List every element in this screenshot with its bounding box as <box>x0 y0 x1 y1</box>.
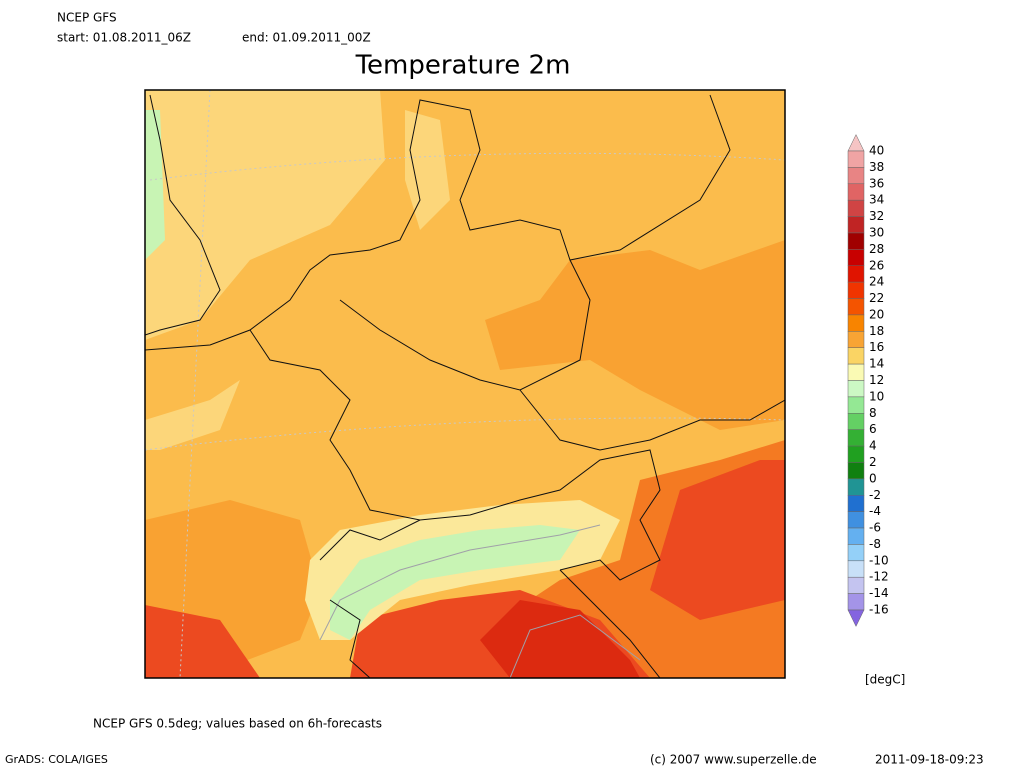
legend-tick-label: -16 <box>869 603 889 617</box>
legend-swatch <box>847 363 865 381</box>
field-cool-nw <box>145 90 385 340</box>
isotherm <box>509 614 641 678</box>
graticule <box>179 90 211 678</box>
legend-swatch <box>847 167 865 185</box>
legend-swatch <box>847 527 865 545</box>
legend-tick-label: 12 <box>869 373 884 387</box>
legend-unit: [degC] <box>865 673 905 687</box>
legend-tick-label: 38 <box>869 160 884 174</box>
legend-swatch <box>847 396 865 414</box>
timestamp: 2011-09-18-09:23 <box>875 753 984 767</box>
legend-arrow-top <box>847 134 865 152</box>
legend-tick-label: 14 <box>869 357 884 371</box>
legend-swatch <box>847 495 865 512</box>
field-hotter-e <box>650 460 785 620</box>
legend-tick-label: -14 <box>869 586 889 600</box>
legend-tick-label: -8 <box>869 537 881 551</box>
legend-swatch <box>847 429 865 447</box>
border-line <box>519 389 785 451</box>
legend-swatch <box>847 560 865 578</box>
temperature-field <box>145 90 785 678</box>
legend-tick-label: 24 <box>869 275 884 289</box>
legend-swatch <box>847 380 865 398</box>
start-label: start: 01.08.2011_06Z <box>57 31 191 45</box>
end-label: end: 01.09.2011_00Z <box>242 31 371 45</box>
legend-tick-label: 0 <box>869 471 877 485</box>
legend-swatch <box>847 281 865 299</box>
model-label: NCEP GFS <box>57 11 117 25</box>
legend-swatch <box>847 216 865 234</box>
legend-swatch <box>847 150 865 168</box>
legend-swatch <box>847 544 865 562</box>
legend-tick-label: 8 <box>869 406 877 420</box>
footer-note: NCEP GFS 0.5deg; values based on 6h-fore… <box>93 717 382 731</box>
legend-swatch <box>847 249 865 267</box>
legend-swatch <box>847 298 865 316</box>
legend-tick-label: -4 <box>869 504 881 518</box>
legend-tick-label: -6 <box>869 521 881 535</box>
legend-tick-label: 30 <box>869 225 884 239</box>
legend-tick-label: 6 <box>869 422 877 436</box>
legend-swatch <box>847 511 865 529</box>
legend-tick-label: 10 <box>869 389 884 403</box>
legend-tick-label: 22 <box>869 291 884 305</box>
legend-swatch <box>847 347 865 365</box>
coastline-north <box>145 94 731 351</box>
border-line <box>249 329 661 581</box>
field-cool-w <box>145 380 240 450</box>
field-hottest-s <box>480 600 640 678</box>
coastline-uk <box>145 94 221 336</box>
legend-tick-label: 4 <box>869 439 877 453</box>
legend-tick-label: 36 <box>869 176 884 190</box>
legend-arrow-bottom <box>847 609 865 627</box>
legend-swatch <box>847 593 865 611</box>
field-alps-inner <box>330 525 580 640</box>
legend-tick-label: 40 <box>869 144 884 158</box>
legend-tick-label: 34 <box>869 193 884 207</box>
field-hotter-sw <box>145 605 260 678</box>
legend-swatch <box>847 232 865 250</box>
graticule <box>149 152 785 181</box>
legend-tick-label: 32 <box>869 209 884 223</box>
legend-tick-label: 16 <box>869 340 884 354</box>
map-frame <box>144 89 786 679</box>
legend-swatch <box>847 199 865 217</box>
legend-swatch <box>847 462 865 480</box>
legend-swatch <box>847 331 865 348</box>
legend-tick-label: 20 <box>869 307 884 321</box>
legend-swatch <box>847 445 865 463</box>
isotherm <box>319 524 601 641</box>
map-title: Temperature 2m <box>355 51 571 81</box>
legend-swatch <box>847 413 865 430</box>
legend-tick-label: 26 <box>869 258 884 272</box>
legend-swatch <box>847 576 865 594</box>
legend-tick-label: 18 <box>869 324 884 338</box>
legend-swatch <box>847 314 865 332</box>
color-legend: 4038363432302826242220181614121086420-2-… <box>847 134 889 627</box>
field-cool-edge <box>145 110 165 260</box>
legend-swatch <box>847 265 865 283</box>
legend-tick-label: -2 <box>869 488 881 502</box>
legend-tick-label: -12 <box>869 570 889 584</box>
copyright: (c) 2007 www.superzelle.de <box>650 753 817 767</box>
legend-tick-label: -10 <box>869 553 889 567</box>
software-credit: GrADS: COLA/IGES <box>5 753 108 766</box>
field-warm-e <box>485 240 785 430</box>
legend-tick-label: 2 <box>869 455 877 469</box>
legend-tick-label: 28 <box>869 242 884 256</box>
coastline-adriatic <box>559 569 661 678</box>
field-cool-dk <box>405 110 450 230</box>
border-line <box>319 519 421 678</box>
legend-swatch <box>847 183 865 201</box>
legend-swatch <box>847 478 865 496</box>
